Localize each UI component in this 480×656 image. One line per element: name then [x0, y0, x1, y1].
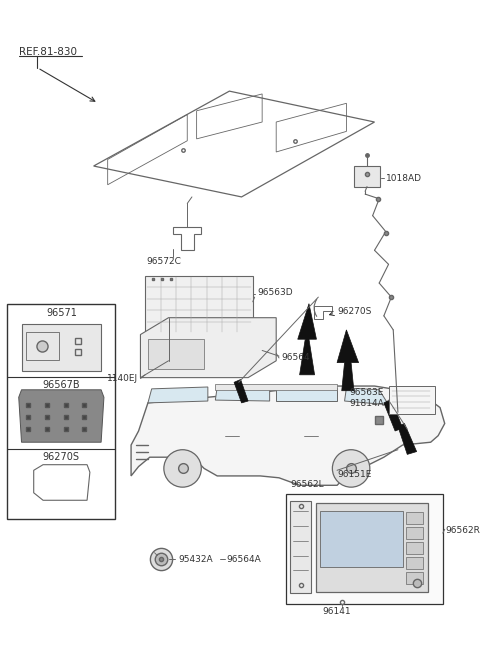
Text: 95432A: 95432A	[178, 555, 213, 564]
Text: 96270S: 96270S	[43, 451, 80, 462]
Text: 96563D: 96563D	[257, 288, 293, 297]
Text: 96141: 96141	[323, 607, 351, 616]
Bar	[388, 386, 435, 414]
Polygon shape	[216, 387, 270, 401]
Polygon shape	[131, 386, 445, 485]
Text: 96571: 96571	[46, 308, 77, 318]
Polygon shape	[337, 330, 359, 391]
Text: 1140EJ: 1140EJ	[108, 374, 139, 383]
Circle shape	[164, 450, 201, 487]
Text: 96572C: 96572C	[146, 257, 181, 266]
Polygon shape	[234, 379, 248, 403]
Polygon shape	[345, 388, 388, 405]
Text: 96567B: 96567B	[43, 380, 80, 390]
Bar	[290, 501, 311, 593]
Bar	[354, 166, 380, 186]
Polygon shape	[398, 424, 417, 455]
Text: 96562L: 96562L	[290, 480, 324, 489]
Bar	[407, 573, 423, 584]
Polygon shape	[141, 318, 276, 378]
Text: 96564: 96564	[281, 354, 310, 363]
Text: 1018AD: 1018AD	[386, 174, 422, 183]
Text: 96563E: 96563E	[349, 388, 384, 397]
Polygon shape	[19, 390, 104, 442]
Bar	[407, 512, 423, 523]
Bar	[148, 339, 204, 369]
Bar	[315, 503, 428, 592]
Bar	[320, 510, 403, 567]
Polygon shape	[148, 387, 208, 403]
Circle shape	[332, 450, 370, 487]
Text: 91814A: 91814A	[349, 399, 384, 408]
Text: 96564A: 96564A	[227, 555, 261, 564]
Bar	[145, 276, 253, 334]
Polygon shape	[276, 388, 337, 401]
Polygon shape	[384, 399, 403, 431]
Bar	[26, 332, 59, 360]
Bar	[216, 384, 337, 390]
Text: 96270S: 96270S	[337, 306, 372, 316]
Text: REF.81-830: REF.81-830	[19, 47, 77, 57]
Polygon shape	[298, 304, 316, 375]
Text: 96151E: 96151E	[337, 470, 372, 480]
Bar	[407, 527, 423, 539]
Text: 96562R: 96562R	[445, 527, 480, 535]
Bar	[407, 543, 423, 554]
Bar	[8, 304, 115, 519]
Bar	[22, 324, 101, 371]
Bar	[286, 494, 443, 604]
Bar	[407, 558, 423, 569]
